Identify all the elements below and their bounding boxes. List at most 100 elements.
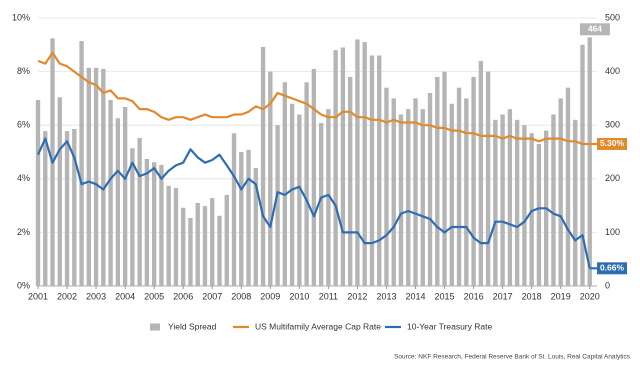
y-tick-label: 2% [17, 227, 30, 237]
bar [289, 103, 295, 286]
bar [64, 131, 70, 286]
bar [551, 114, 556, 286]
bar [246, 149, 251, 286]
x-tick-label: 2016 [464, 291, 484, 301]
x-tick-label: 2001 [28, 291, 48, 301]
bar [529, 133, 534, 286]
bar [122, 106, 128, 286]
y-tick-label: 6% [17, 120, 30, 130]
bar [507, 109, 513, 287]
bar [137, 138, 142, 286]
bar [101, 68, 106, 286]
bar [268, 71, 273, 286]
bar [558, 98, 563, 287]
bar [420, 109, 425, 287]
x-tick-label: 2019 [551, 291, 571, 301]
bar [159, 164, 164, 286]
y2-tick-label: 300 [605, 120, 620, 130]
bar [478, 60, 484, 286]
y2-tick-label: 500 [605, 12, 620, 22]
bar [166, 185, 171, 286]
bar [195, 202, 200, 286]
x-tick-label: 2002 [57, 291, 77, 301]
bar [231, 133, 237, 286]
bar [297, 114, 302, 286]
x-tick-label: 2011 [319, 291, 338, 301]
end-label: 5.30% [597, 137, 627, 150]
y-tick-label: 0% [17, 280, 30, 290]
bar [449, 103, 454, 286]
bar [406, 109, 411, 287]
x-tick-label: 2017 [493, 291, 513, 301]
y-tick-label: 8% [17, 66, 30, 76]
bar [210, 198, 215, 286]
end-label-text: 5.30% [600, 138, 625, 148]
x-tick-label: 2003 [86, 291, 106, 301]
line [37, 51, 590, 146]
x-tick-label: 2008 [231, 291, 251, 301]
bar [151, 162, 157, 286]
x-tick-label: 2018 [522, 291, 542, 301]
bar [282, 82, 288, 286]
bar [239, 152, 244, 286]
bar [413, 98, 418, 287]
legend-label: US Multifamily Average Cap Rate [255, 321, 381, 331]
bar [580, 44, 585, 286]
bar [587, 37, 592, 286]
x-tick-label: 2007 [202, 291, 222, 301]
x-tick-label: 2012 [347, 291, 367, 301]
y2-tick-label: 0 [605, 280, 610, 290]
bar [442, 71, 447, 286]
x-tick-label: 2004 [115, 291, 135, 301]
x-tick-label: 2006 [173, 291, 193, 301]
y-tick-label: 10% [12, 12, 30, 22]
bar [340, 47, 346, 287]
end-label-text: 0.66% [600, 263, 625, 273]
bar [181, 207, 186, 286]
bar [333, 50, 338, 286]
bar [260, 46, 266, 286]
legend-label: Yield Spread [168, 321, 217, 331]
bar [384, 87, 389, 287]
bar [304, 82, 309, 286]
bar [427, 93, 433, 286]
bar [326, 109, 331, 287]
bar [565, 87, 571, 287]
x-tick-label: 2010 [289, 291, 309, 301]
bar [391, 98, 396, 287]
bar [573, 119, 578, 286]
end-label-box [579, 23, 610, 36]
x-tick-label: 2015 [435, 291, 455, 301]
x-tick-label: 2009 [260, 291, 280, 301]
bar [522, 125, 527, 286]
source-note: Source: NKF Research, Federal Reserve Ba… [394, 354, 631, 361]
bar [43, 131, 48, 286]
bar [435, 76, 440, 287]
bar [514, 119, 520, 286]
bar [500, 114, 505, 286]
bar [224, 194, 229, 286]
bar [318, 123, 324, 286]
bar [188, 217, 193, 286]
line [36, 137, 591, 269]
x-tick-label: 2020 [580, 291, 600, 301]
end-label-box [597, 262, 627, 275]
bar [493, 119, 498, 286]
bar [35, 100, 41, 287]
bar [79, 41, 84, 286]
bar [347, 76, 353, 287]
bar [72, 128, 77, 286]
bar [311, 68, 317, 286]
bar [130, 148, 135, 286]
bar [93, 67, 99, 287]
y2-tick-label: 200 [605, 173, 620, 183]
bar [115, 118, 121, 287]
bar [362, 42, 367, 287]
bar [471, 76, 476, 287]
bar [355, 39, 360, 286]
y-tick-label: 4% [17, 173, 30, 183]
bar [253, 168, 258, 286]
bar [86, 67, 91, 287]
y2-tick-label: 400 [605, 66, 620, 76]
